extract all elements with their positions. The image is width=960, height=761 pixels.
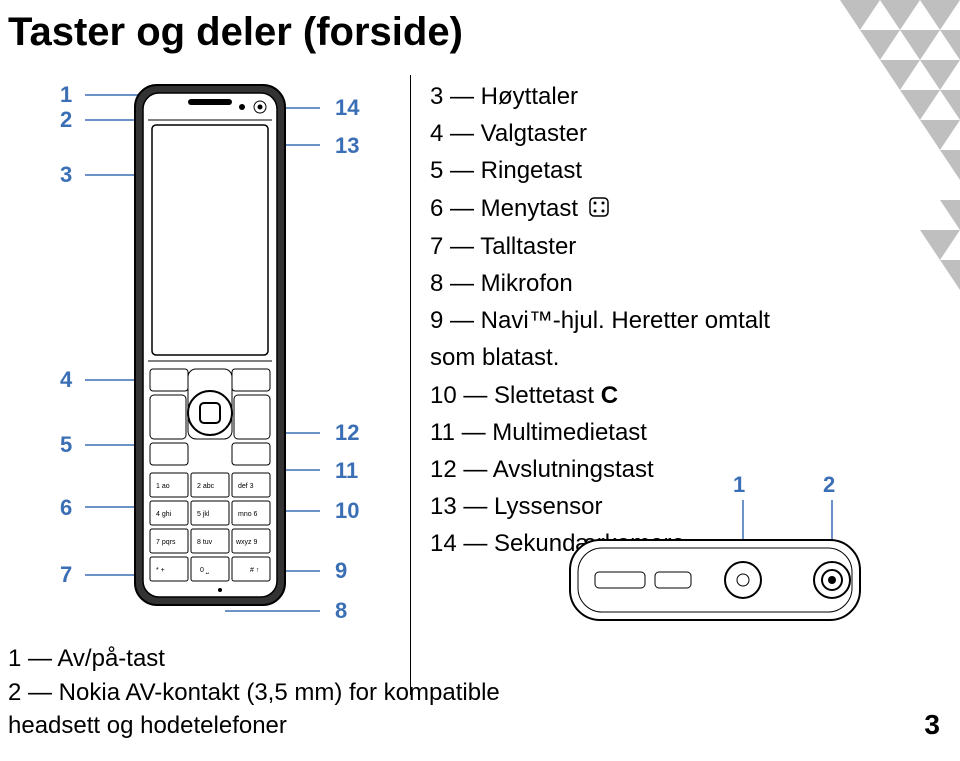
list-item-8: 8 — Mikrofon bbox=[430, 265, 790, 302]
callout-9: 9 bbox=[335, 558, 347, 584]
column-divider bbox=[410, 75, 411, 695]
callout-14: 14 bbox=[335, 95, 359, 121]
bottom-line-2: 2 — Nokia AV-kontakt (3,5 mm) for kompat… bbox=[8, 676, 500, 710]
list-item-4: 4 — Valgtaster bbox=[430, 115, 790, 152]
svg-text:# ↑: # ↑ bbox=[250, 567, 259, 574]
svg-text:4 ghi: 4 ghi bbox=[156, 511, 172, 518]
callout-11: 11 bbox=[335, 458, 358, 484]
phone-front-diagram: 1 ao 2 abc def 3 4 ghi 5 jkl mno 6 7 pqrs 8 t… bbox=[60, 75, 380, 695]
bottom-line-3: headsett og hodetelefoner bbox=[8, 709, 500, 743]
list-item-7: 7 — Talltaster bbox=[430, 228, 790, 265]
bottom-legend: 1 — Av/på-tast 2 — Nokia AV-kontakt (3,5… bbox=[8, 642, 500, 743]
svg-text:* +: * + bbox=[156, 567, 165, 574]
svg-text:8 tuv: 8 tuv bbox=[197, 539, 213, 546]
callout-12: 12 bbox=[335, 420, 359, 446]
list-item-5: 5 — Ringetast bbox=[430, 152, 790, 189]
svg-text:wxyz 9: wxyz 9 bbox=[235, 539, 258, 546]
page-number: 3 bbox=[924, 709, 940, 741]
svg-text:def 3: def 3 bbox=[238, 483, 254, 490]
callout-6: 6 bbox=[60, 495, 72, 521]
svg-text:5 jkl: 5 jkl bbox=[197, 511, 210, 518]
svg-text:mno 6: mno 6 bbox=[238, 511, 258, 518]
callout-2: 2 bbox=[60, 107, 72, 133]
page-title: Taster og deler (forside) bbox=[8, 10, 463, 55]
menu-key-icon bbox=[589, 191, 609, 228]
list-item-6: 6 — Menytast bbox=[430, 190, 790, 228]
callout-13: 13 bbox=[335, 133, 359, 159]
callout-1: 1 bbox=[60, 82, 72, 108]
callout-10: 10 bbox=[335, 498, 359, 524]
sub-callout-1: 1 bbox=[733, 472, 745, 498]
list-item-3: 3 — Høyttaler bbox=[430, 78, 790, 115]
svg-text:2 abc: 2 abc bbox=[197, 483, 215, 490]
svg-text:1 ao: 1 ao bbox=[156, 483, 170, 490]
callout-4: 4 bbox=[60, 367, 72, 393]
list-item-10-text: 10 — Slettetast C bbox=[430, 382, 618, 409]
list-item-9: 9 — Navi™-hjul. Heretter omtalt som blat… bbox=[430, 302, 790, 376]
svg-text:7 pqrs: 7 pqrs bbox=[156, 539, 176, 546]
list-item-6-text: 6 — Menytast bbox=[430, 195, 578, 222]
callout-8: 8 bbox=[335, 598, 347, 624]
list-item-11: 11 — Multimedietast bbox=[430, 414, 790, 451]
triangle-pattern bbox=[800, 0, 960, 300]
callout-7: 7 bbox=[60, 562, 72, 588]
sub-callout-2: 2 bbox=[823, 472, 835, 498]
bottom-line-1: 1 — Av/på-tast bbox=[8, 642, 500, 676]
svg-text:0 ⎵: 0 ⎵ bbox=[200, 567, 209, 574]
callout-5: 5 bbox=[60, 432, 72, 458]
callout-3: 3 bbox=[60, 162, 72, 188]
phone-top-diagram bbox=[510, 470, 870, 645]
list-item-10: 10 — Slettetast C bbox=[430, 377, 790, 414]
